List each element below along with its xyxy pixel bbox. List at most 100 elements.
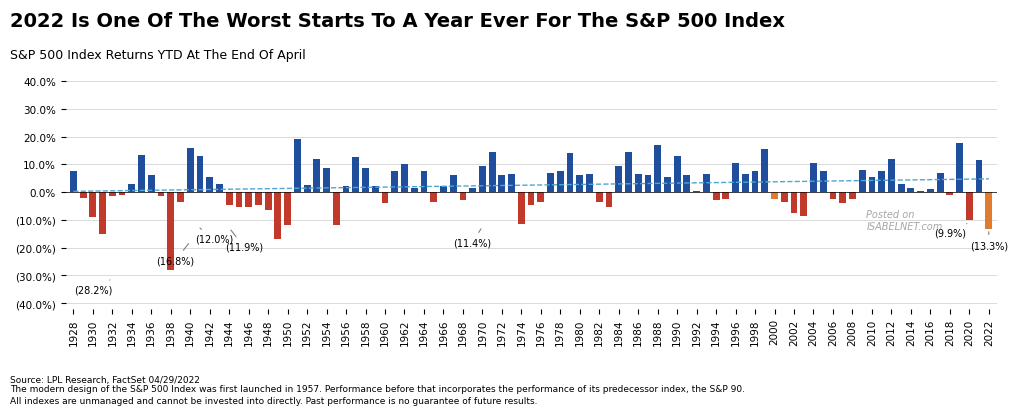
Bar — [352, 158, 359, 193]
Bar — [820, 172, 826, 193]
Text: (13.3%): (13.3%) — [970, 232, 1008, 250]
Bar — [147, 176, 155, 193]
Bar — [527, 193, 535, 205]
Bar — [450, 176, 457, 193]
Bar — [840, 193, 846, 204]
Bar — [109, 193, 116, 197]
Bar — [538, 193, 544, 202]
Bar — [411, 189, 418, 193]
Bar — [469, 189, 476, 193]
Bar — [304, 186, 310, 193]
Bar — [167, 193, 174, 271]
Text: (11.4%): (11.4%) — [454, 229, 492, 248]
Bar — [654, 146, 662, 193]
Bar — [762, 150, 768, 193]
Bar — [430, 193, 437, 202]
Bar — [236, 193, 243, 208]
Bar — [197, 157, 204, 193]
Bar — [313, 160, 321, 193]
Bar — [566, 154, 573, 193]
Text: All indexes are unmanaged and cannot be invested into directly. Past performance: All indexes are unmanaged and cannot be … — [10, 396, 538, 405]
Bar — [859, 171, 865, 193]
Bar — [625, 153, 632, 193]
Bar — [918, 191, 924, 193]
Bar — [99, 193, 106, 234]
Text: (11.9%): (11.9%) — [224, 230, 263, 252]
Bar — [605, 193, 612, 208]
Bar — [829, 193, 837, 200]
Bar — [391, 172, 398, 193]
Bar — [596, 193, 603, 202]
Bar — [89, 193, 96, 218]
Bar — [177, 193, 184, 202]
Bar — [849, 193, 856, 200]
Bar — [674, 157, 681, 193]
Bar — [333, 193, 340, 225]
Bar — [966, 193, 973, 220]
Bar — [664, 178, 671, 193]
Text: (12.0%): (12.0%) — [196, 229, 233, 244]
Bar — [128, 184, 135, 193]
Bar — [644, 176, 651, 193]
Bar — [888, 160, 895, 193]
Bar — [226, 193, 232, 205]
Bar — [937, 173, 943, 193]
Bar — [216, 184, 223, 193]
Bar — [382, 193, 388, 204]
Bar — [70, 172, 77, 193]
Bar — [80, 193, 87, 198]
Bar — [294, 140, 301, 193]
Bar — [615, 166, 623, 193]
Bar — [702, 175, 710, 193]
Bar — [186, 148, 194, 193]
Bar — [255, 193, 262, 205]
Bar — [343, 187, 349, 193]
Bar — [479, 166, 485, 193]
Bar — [771, 193, 778, 200]
Text: The modern design of the S&P 500 Index was first launched in 1957. Performance b: The modern design of the S&P 500 Index w… — [10, 384, 745, 393]
Bar — [586, 175, 593, 193]
Bar — [732, 164, 739, 193]
Bar — [723, 193, 729, 200]
Bar — [742, 175, 749, 193]
Bar — [324, 169, 330, 193]
Bar — [119, 193, 126, 196]
Bar — [985, 193, 992, 229]
Text: Posted on
ISABELNET.com: Posted on ISABELNET.com — [866, 210, 942, 231]
Bar — [274, 193, 282, 239]
Bar — [693, 191, 700, 193]
Bar — [206, 178, 213, 193]
Text: (16.8%): (16.8%) — [157, 244, 195, 266]
Bar — [713, 193, 720, 201]
Bar — [547, 173, 554, 193]
Text: S&P 500 Index Returns YTD At The End Of April: S&P 500 Index Returns YTD At The End Of … — [10, 49, 306, 62]
Bar — [508, 175, 515, 193]
Text: (28.2%): (28.2%) — [74, 280, 112, 294]
Bar — [907, 189, 914, 193]
Bar — [362, 169, 369, 193]
Bar — [488, 153, 496, 193]
Bar — [956, 144, 963, 193]
Bar — [635, 175, 642, 193]
Bar — [557, 172, 563, 193]
Bar — [265, 193, 271, 211]
Bar — [372, 187, 379, 193]
Text: (9.9%): (9.9%) — [934, 224, 967, 238]
Bar — [791, 193, 798, 213]
Bar — [868, 178, 876, 193]
Bar — [138, 155, 145, 193]
Text: 2022 Is One Of The Worst Starts To A Year Ever For The S&P 500 Index: 2022 Is One Of The Worst Starts To A Yea… — [10, 12, 785, 31]
Bar — [285, 193, 291, 226]
Text: Source: LPL Research, FactSet 04/29/2022: Source: LPL Research, FactSet 04/29/2022 — [10, 375, 200, 384]
Bar — [246, 193, 252, 208]
Bar — [440, 187, 446, 193]
Bar — [683, 176, 690, 193]
Bar — [421, 172, 427, 193]
Bar — [810, 164, 817, 193]
Bar — [879, 172, 885, 193]
Bar — [976, 160, 982, 193]
Bar — [499, 176, 505, 193]
Bar — [927, 190, 934, 193]
Bar — [898, 184, 904, 193]
Bar — [460, 193, 466, 201]
